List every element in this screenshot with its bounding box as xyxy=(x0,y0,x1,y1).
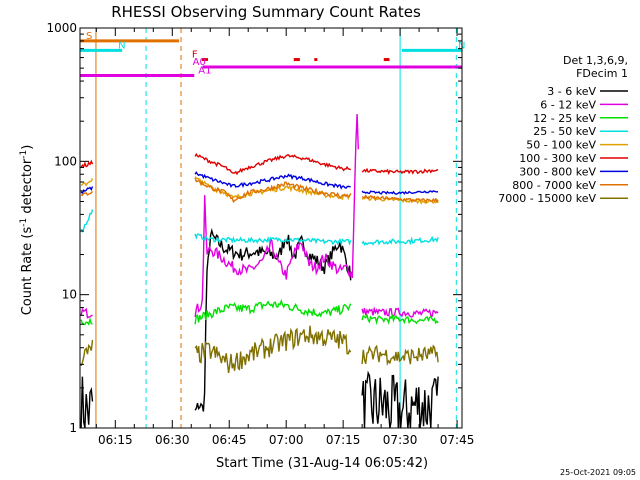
x-tick-label-6: 07:45 xyxy=(440,433,475,447)
series-line-0-2 xyxy=(361,370,439,429)
x-tick-label-2: 06:45 xyxy=(212,433,247,447)
legend-label-8: 7000 - 15000 keV xyxy=(498,192,596,205)
series-line-3-0 xyxy=(80,209,94,234)
series-line-0-1 xyxy=(194,227,352,412)
series-line-3-1 xyxy=(194,233,352,247)
legend-label-0: 3 - 6 keV xyxy=(547,85,596,98)
y-tick-label-0: 1 xyxy=(69,421,77,435)
series-line-5-0 xyxy=(80,159,94,168)
legend-label-2: 12 - 25 keV xyxy=(533,112,596,125)
y-tick-label-1: 10 xyxy=(62,288,77,302)
series-line-0-0 xyxy=(80,376,94,429)
state-label-3: F xyxy=(192,50,198,61)
legend-header-line-1: Det 1,3,6,9, xyxy=(563,54,628,67)
legend-label-5: 100 - 300 keV xyxy=(519,152,596,165)
axes: 06:15 06:30 06:45 07:00 07:15 07:30 07:45 1 10 10… xyxy=(46,21,474,447)
chart-title: RHESSI Observing Summary Count Rates xyxy=(111,3,421,21)
series-line-5-2 xyxy=(361,167,439,175)
series-line-6-1 xyxy=(194,170,351,190)
generated-timestamp: 25-Oct-2021 09:05 xyxy=(560,468,636,477)
legend-header-line-2: FDecim 1 xyxy=(576,67,628,80)
x-tick-label-3: 07:00 xyxy=(269,433,304,447)
series-line-1-1 xyxy=(194,113,359,318)
series-line-8-1 xyxy=(194,325,352,374)
series-line-6-0 xyxy=(80,186,94,195)
y-tick-label-3: 1000 xyxy=(46,21,77,35)
y-axis-label-main: Count Rate (s xyxy=(20,227,35,316)
state-label-0: S xyxy=(86,31,92,42)
x-tick-label-1: 06:30 xyxy=(155,433,190,447)
series-line-1-0 xyxy=(80,307,93,319)
series-line-4-0 xyxy=(80,178,94,187)
series-line-8-2 xyxy=(361,344,439,367)
x-tick-label-5: 07:30 xyxy=(383,433,418,447)
x-tick-label-4: 07:15 xyxy=(326,433,361,447)
series-line-5-1 xyxy=(194,152,352,176)
series-line-7-2 xyxy=(361,194,439,203)
x-axis-label: Start Time (31-Aug-14 06:05:42) xyxy=(216,456,428,471)
series-line-1-2 xyxy=(361,306,439,318)
series-line-3-2 xyxy=(361,235,439,246)
y-axis-label-rest: detector xyxy=(20,158,35,218)
y-axis-label-end: ) xyxy=(20,145,35,150)
legend-label-1: 6 - 12 keV xyxy=(540,98,596,111)
legend-label-4: 50 - 100 keV xyxy=(526,139,596,152)
series-line-2-2 xyxy=(361,313,439,326)
series-line-7-1 xyxy=(194,177,352,204)
x-tick-label-0: 06:15 xyxy=(98,433,133,447)
series-line-8-0 xyxy=(80,339,94,367)
y-axis-label: Count Rate (s-1 detector-1) xyxy=(19,145,35,316)
legend-label-3: 25 - 50 keV xyxy=(533,125,596,138)
series-line-2-1 xyxy=(194,298,352,325)
reference-lines xyxy=(95,28,457,428)
state-label-1: N xyxy=(118,40,125,51)
legend-label-7: 800 - 7000 keV xyxy=(512,179,596,192)
series-lines xyxy=(80,113,439,429)
series-line-6-2 xyxy=(361,190,439,195)
y-axis-label-exponent-2: -1 xyxy=(19,150,29,159)
legend-label-6: 300 - 800 keV xyxy=(519,165,596,178)
y-axis-label-exponent: -1 xyxy=(19,218,29,227)
state-label-8: A1 xyxy=(198,66,211,77)
series-line-7-0 xyxy=(80,190,94,197)
y-tick-label-2: 100 xyxy=(54,154,77,168)
plot-frame xyxy=(79,27,463,429)
state-label-7: A0 xyxy=(193,57,206,68)
